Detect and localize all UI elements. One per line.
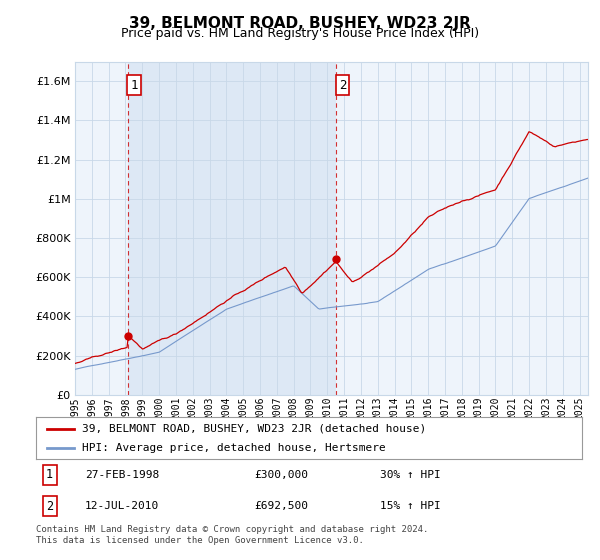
- Bar: [128, 62, 336, 395]
- Text: 27-FEB-1998: 27-FEB-1998: [85, 470, 160, 480]
- Text: 12-JUL-2010: 12-JUL-2010: [85, 501, 160, 511]
- Text: 2: 2: [46, 500, 53, 512]
- Text: 1: 1: [46, 468, 53, 482]
- Text: 15% ↑ HPI: 15% ↑ HPI: [380, 501, 441, 511]
- Text: 30% ↑ HPI: 30% ↑ HPI: [380, 470, 441, 480]
- Text: 1: 1: [131, 78, 138, 92]
- Text: 39, BELMONT ROAD, BUSHEY, WD23 2JR (detached house): 39, BELMONT ROAD, BUSHEY, WD23 2JR (deta…: [82, 423, 427, 433]
- Text: Price paid vs. HM Land Registry's House Price Index (HPI): Price paid vs. HM Land Registry's House …: [121, 27, 479, 40]
- Text: £300,000: £300,000: [254, 470, 308, 480]
- Text: 2: 2: [339, 78, 346, 92]
- Text: 39, BELMONT ROAD, BUSHEY, WD23 2JR: 39, BELMONT ROAD, BUSHEY, WD23 2JR: [129, 16, 471, 31]
- Text: HPI: Average price, detached house, Hertsmere: HPI: Average price, detached house, Hert…: [82, 443, 386, 453]
- Text: Contains HM Land Registry data © Crown copyright and database right 2024.
This d: Contains HM Land Registry data © Crown c…: [36, 525, 428, 545]
- Text: £692,500: £692,500: [254, 501, 308, 511]
